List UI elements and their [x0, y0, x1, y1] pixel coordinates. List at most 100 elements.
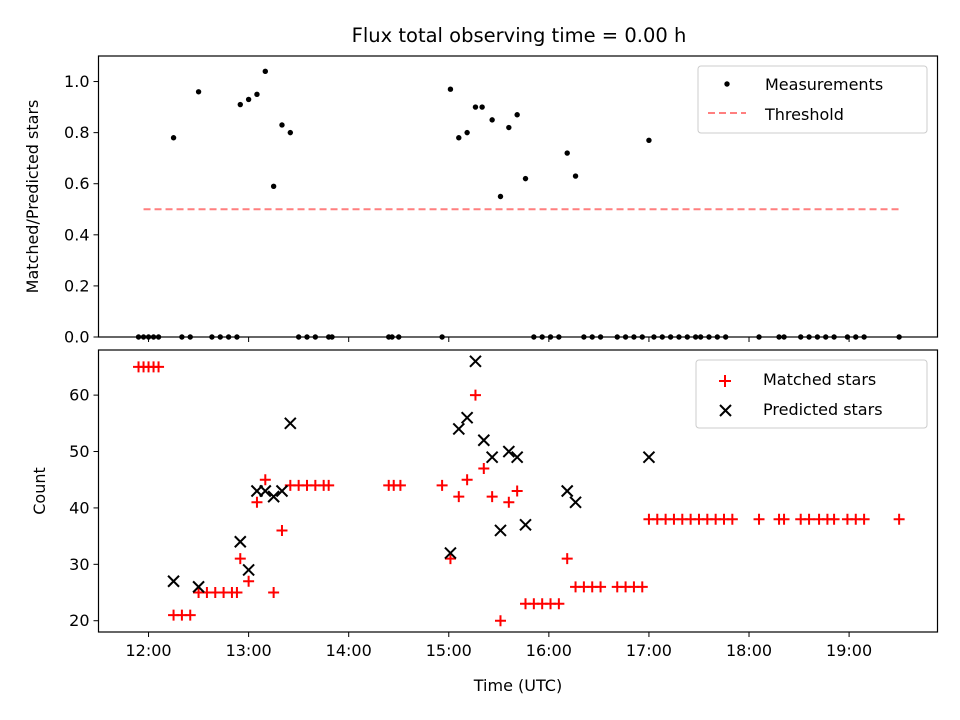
y-tick-label: 0.0 [64, 328, 89, 347]
matched-star-point [511, 485, 523, 497]
predicted-star-point [234, 535, 247, 548]
top-legend: Measurements Threshold [697, 65, 928, 134]
bottom-plot-frame [97, 349, 939, 633]
predicted-star-point [267, 490, 280, 503]
predicted-star-point [469, 355, 482, 368]
legend-measurements-label: Measurements [765, 75, 883, 94]
measurement-point [170, 135, 177, 141]
y-tick-label: 50 [69, 442, 89, 461]
predicted-star-point [242, 563, 255, 577]
matched-star-point [828, 513, 840, 525]
bottom-data-marks [133, 355, 905, 627]
matched-star-point [251, 496, 263, 508]
matched-star-point [234, 553, 246, 565]
legend-matched-label: Matched stars [763, 370, 876, 389]
matched-star-point [231, 587, 243, 599]
y-tick-label: 1.0 [64, 72, 89, 91]
top-y-axis-label: Matched/Predicted stars [23, 100, 42, 294]
matched-star-point [153, 361, 165, 373]
matched-star-point [803, 513, 815, 525]
matched-star-point [636, 581, 648, 593]
matched-star-point [553, 598, 565, 610]
legend-predicted-label: Predicted stars [763, 400, 883, 419]
bottom-y-axis-label: Count [30, 467, 49, 515]
bottom-legend: Matched stars Predicted stars [695, 359, 928, 429]
predicted-star-point [510, 450, 524, 464]
measurement-point [254, 91, 260, 98]
top-axes: 0.0 0.2 0.4 0.6 0.8 1.0 [64, 72, 850, 347]
x-tick-label: 13:00 [226, 641, 272, 660]
measurement-point [522, 175, 529, 182]
predicted-star-point [502, 445, 516, 458]
measurement-point [479, 104, 485, 110]
matched-star-point [444, 553, 456, 565]
predicted-star-point [275, 484, 289, 498]
x-tick-label: 12:00 [125, 641, 171, 660]
measurement-point [287, 129, 294, 136]
bottom-axes: 12:00 13:00 14:00 15:00 16:00 17:00 18:00 19:00… [69, 386, 872, 660]
measurement-point [270, 183, 277, 189]
x-tick-label: 15:00 [426, 641, 472, 660]
matched-star-point [469, 389, 481, 401]
measurement-point [489, 117, 495, 123]
matched-star-point [478, 462, 490, 474]
y-tick-label: 0.6 [64, 174, 89, 193]
y-tick-label: 60 [69, 386, 89, 405]
measurement-point [572, 173, 579, 179]
matched-star-point [259, 474, 271, 486]
measurement-point [447, 86, 454, 92]
predicted-star-point [477, 434, 491, 447]
matched-star-point [323, 479, 335, 491]
top-legend-box [697, 65, 928, 134]
legend-threshold-label: Threshold [764, 105, 844, 124]
matched-star-point [595, 581, 607, 593]
x-axis-label: Time (UTC) [473, 676, 562, 695]
predicted-star-point [519, 518, 532, 532]
matched-star-point [436, 479, 448, 491]
matched-star-point [461, 474, 473, 486]
measurement-point [262, 68, 268, 75]
matched-star-point [184, 609, 196, 621]
predicted-star-point [485, 450, 499, 464]
top-plot-frame [97, 55, 939, 338]
y-tick-label: 0.8 [64, 123, 89, 142]
legend-matched-marker [719, 375, 731, 387]
x-tick-label: 17:00 [626, 641, 672, 660]
predicted-star-point [569, 496, 582, 509]
chart-title: Flux total observing time = 0.00 h [352, 24, 687, 47]
measurement-point [472, 104, 479, 110]
y-tick-label: 20 [69, 611, 89, 630]
legend-predicted-marker [719, 404, 732, 417]
x-tick-label: 18:00 [726, 641, 772, 660]
measurement-point [245, 96, 252, 103]
predicted-star-point [167, 575, 180, 588]
y-tick-label: 0.2 [64, 276, 89, 295]
matched-star-point [503, 496, 515, 508]
y-tick-label: 30 [69, 555, 89, 574]
predicted-star-point [444, 546, 457, 560]
bottom-panel: 12:00 13:00 14:00 15:00 16:00 17:00 18:00 19:00… [30, 349, 939, 695]
matched-star-point [486, 491, 498, 503]
predicted-star-point [460, 411, 474, 424]
predicted-star-point [452, 422, 465, 436]
matched-star-point [453, 491, 465, 503]
bottom-legend-box [695, 359, 928, 429]
matched-star-point [276, 524, 288, 536]
measurement-point [497, 193, 504, 200]
matched-star-point [778, 513, 790, 525]
x-tick-label: 16:00 [526, 641, 572, 660]
measurement-point [564, 150, 570, 156]
predicted-star-point [494, 524, 507, 537]
matched-star-point [893, 513, 905, 525]
x-tick-label: 14:00 [326, 641, 372, 660]
measurement-point [456, 135, 462, 141]
matched-star-point [726, 513, 738, 525]
matched-star-point [394, 479, 406, 491]
predicted-star-point [192, 580, 205, 594]
matched-star-point [858, 513, 870, 525]
measurement-point [237, 101, 243, 108]
measurement-point [506, 124, 512, 131]
matched-star-point [753, 513, 765, 525]
predicted-star-point [642, 450, 656, 464]
